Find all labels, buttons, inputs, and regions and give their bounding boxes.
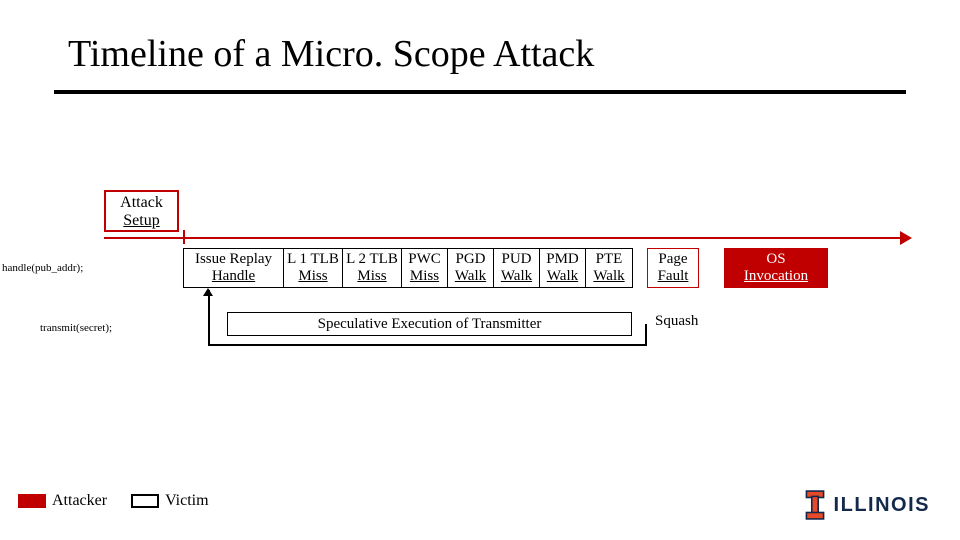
legend-attacker-label: Attacker xyxy=(52,492,107,510)
cell-l1: PTE xyxy=(589,251,629,268)
block-i-icon xyxy=(804,490,826,520)
timeline-line xyxy=(104,237,904,239)
cell-l2: Miss xyxy=(287,268,339,285)
feedback-arrowhead-icon xyxy=(203,288,213,296)
slide-title: Timeline of a Micro. Scope Attack xyxy=(68,32,594,76)
page-fault-l1: Page xyxy=(648,251,698,268)
attacker-swatch-icon xyxy=(18,494,46,508)
title-rule xyxy=(54,90,906,94)
feedback-segment xyxy=(645,324,647,346)
illinois-wordmark: ILLINOIS xyxy=(834,494,930,517)
cell-l2: Walk xyxy=(589,268,629,285)
row-label-handle: handle(pub_addr); xyxy=(2,262,83,274)
page-fault-box: Page Fault xyxy=(647,248,699,288)
cell-l1: Issue Replay xyxy=(187,251,280,268)
speculative-execution-bar: Speculative Execution of Transmitter xyxy=(227,312,632,336)
handle-cell: L 1 TLB Miss xyxy=(284,249,343,287)
row-label-transmit: transmit(secret); xyxy=(40,322,112,334)
handle-cell: PTE Walk xyxy=(586,249,632,287)
attack-setup-l2: Setup xyxy=(106,212,177,230)
handle-cell: PMD Walk xyxy=(540,249,586,287)
page-fault-l2: Fault xyxy=(648,268,698,285)
handle-cell: L 2 TLB Miss xyxy=(343,249,402,287)
os-l1: OS xyxy=(725,251,827,268)
squash-label: Squash xyxy=(655,313,698,330)
cell-l2: Walk xyxy=(543,268,582,285)
os-l2: Invocation xyxy=(725,268,827,285)
cell-l2: Walk xyxy=(497,268,536,285)
cell-l2: Walk xyxy=(451,268,490,285)
cell-l2: Miss xyxy=(405,268,444,285)
illinois-logo: ILLINOIS xyxy=(804,490,930,520)
handle-cell: PWC Miss xyxy=(402,249,448,287)
cell-l2: Handle xyxy=(187,268,280,285)
attack-setup-l1: Attack xyxy=(106,194,177,212)
cell-l1: PWC xyxy=(405,251,444,268)
cell-l1: PGD xyxy=(451,251,490,268)
cell-l1: PUD xyxy=(497,251,536,268)
cell-l1: L 1 TLB xyxy=(287,251,339,268)
legend-victim-label: Victim xyxy=(165,492,208,510)
cell-l2: Miss xyxy=(346,268,398,285)
os-invocation-box: OS Invocation xyxy=(724,248,828,288)
legend-attacker: Attacker xyxy=(18,492,107,510)
legend-victim: Victim xyxy=(131,492,208,510)
handle-cell: PUD Walk xyxy=(494,249,540,287)
handle-cell: PGD Walk xyxy=(448,249,494,287)
attack-setup-box: Attack Setup xyxy=(104,190,179,232)
handle-row: Issue Replay Handle L 1 TLB Miss L 2 TLB… xyxy=(183,248,633,288)
cell-l1: PMD xyxy=(543,251,582,268)
victim-swatch-icon xyxy=(131,494,159,508)
feedback-segment xyxy=(208,290,210,346)
cell-l1: L 2 TLB xyxy=(346,251,398,268)
timeline-arrowhead-icon xyxy=(900,231,912,245)
legend: Attacker Victim xyxy=(18,492,209,510)
feedback-segment xyxy=(208,344,646,346)
handle-cell: Issue Replay Handle xyxy=(184,249,284,287)
